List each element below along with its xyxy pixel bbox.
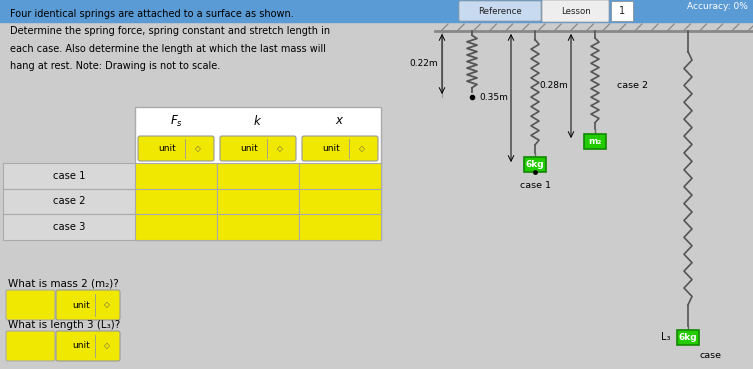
Text: hang at rest. Note: Drawing is not to scale.: hang at rest. Note: Drawing is not to sc… bbox=[10, 62, 220, 72]
Text: 0.35m: 0.35m bbox=[479, 93, 508, 103]
Bar bbox=[217, 214, 299, 239]
Text: unit: unit bbox=[72, 341, 90, 351]
Text: ◇: ◇ bbox=[104, 300, 110, 310]
FancyBboxPatch shape bbox=[56, 331, 120, 361]
Text: 0.28m: 0.28m bbox=[539, 82, 568, 90]
Text: case 1: case 1 bbox=[520, 182, 550, 190]
FancyBboxPatch shape bbox=[542, 0, 609, 22]
FancyBboxPatch shape bbox=[6, 331, 55, 361]
Text: What is length 3 (L₃)?: What is length 3 (L₃)? bbox=[8, 320, 120, 330]
Text: each case. Also determine the length at which the last mass will: each case. Also determine the length at … bbox=[10, 44, 326, 54]
Text: 6kg: 6kg bbox=[526, 161, 544, 169]
Bar bbox=[217, 189, 299, 214]
FancyBboxPatch shape bbox=[56, 290, 120, 320]
FancyBboxPatch shape bbox=[138, 136, 214, 161]
Bar bbox=[299, 189, 381, 214]
Text: case: case bbox=[700, 351, 722, 359]
FancyBboxPatch shape bbox=[6, 290, 55, 320]
Bar bbox=[135, 163, 217, 189]
Text: Accuracy: 0%: Accuracy: 0% bbox=[687, 2, 748, 11]
Text: unit: unit bbox=[72, 300, 90, 310]
Bar bbox=[135, 189, 217, 214]
Text: Four identical springs are attached to a surface as shown.: Four identical springs are attached to a… bbox=[10, 9, 294, 19]
Text: case 3: case 3 bbox=[53, 222, 85, 232]
Text: ◇: ◇ bbox=[276, 144, 282, 153]
Text: Reference: Reference bbox=[478, 7, 522, 15]
Text: m₂: m₂ bbox=[588, 137, 602, 145]
Text: ◇: ◇ bbox=[104, 341, 110, 351]
FancyBboxPatch shape bbox=[302, 136, 378, 161]
Text: $k$: $k$ bbox=[254, 114, 263, 128]
Bar bbox=[135, 107, 381, 239]
Text: Lesson: Lesson bbox=[561, 7, 590, 15]
Text: ◇: ◇ bbox=[358, 144, 364, 153]
Bar bbox=[3, 189, 135, 214]
Bar bbox=[3, 214, 135, 239]
Bar bbox=[135, 214, 217, 239]
FancyBboxPatch shape bbox=[459, 1, 541, 21]
Bar bbox=[677, 330, 699, 345]
Text: unit: unit bbox=[240, 144, 258, 153]
Text: 6kg: 6kg bbox=[678, 332, 697, 341]
Bar bbox=[217, 163, 299, 189]
Text: What is mass 2 (m₂)?: What is mass 2 (m₂)? bbox=[8, 279, 119, 289]
Text: $x$: $x$ bbox=[335, 114, 345, 128]
Text: Determine the spring force, spring constant and stretch length in: Determine the spring force, spring const… bbox=[10, 27, 330, 37]
Text: $F_s$: $F_s$ bbox=[169, 113, 182, 128]
Text: 0.22m: 0.22m bbox=[410, 59, 438, 69]
FancyBboxPatch shape bbox=[220, 136, 296, 161]
Text: case 2: case 2 bbox=[53, 196, 85, 206]
Bar bbox=[299, 163, 381, 189]
Text: L₃: L₃ bbox=[661, 332, 671, 342]
Bar bbox=[524, 158, 546, 172]
Text: unit: unit bbox=[322, 144, 340, 153]
Bar bbox=[299, 214, 381, 239]
Text: case 1: case 1 bbox=[53, 171, 85, 181]
Bar bbox=[0, 0, 753, 22]
Bar bbox=[584, 134, 606, 148]
Bar bbox=[3, 163, 135, 189]
Bar bbox=[611, 1, 633, 21]
Text: 1: 1 bbox=[619, 6, 625, 16]
Text: unit: unit bbox=[158, 144, 176, 153]
Text: case 2: case 2 bbox=[617, 82, 648, 90]
Text: ◇: ◇ bbox=[195, 144, 200, 153]
